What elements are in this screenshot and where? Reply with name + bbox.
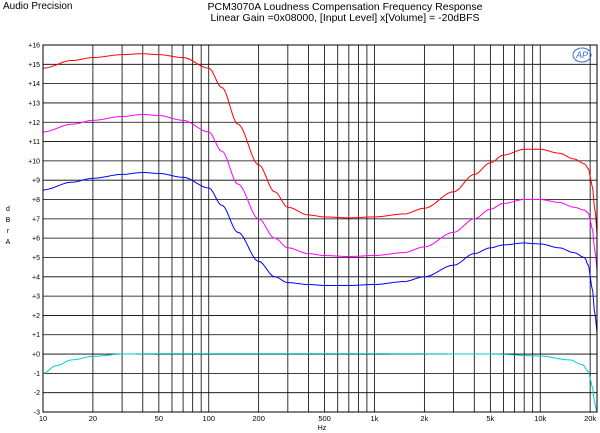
x-tick-labels: 10 20 50 100 200 500 1k 2k 5k 10k 20k xyxy=(39,414,597,423)
y-tick-label: +7 xyxy=(32,216,40,223)
x-tick-label: 5k xyxy=(486,414,494,423)
plot-frame xyxy=(42,44,598,413)
grid xyxy=(42,44,597,413)
y-axis-label-letter: r xyxy=(7,228,10,235)
y-tick-label: +1 xyxy=(32,332,40,339)
y-axis-label-letter: A xyxy=(6,239,11,246)
ap-logo-text: AP xyxy=(575,50,588,60)
x-tick-label: 20 xyxy=(89,414,97,423)
y-tick-label: +13 xyxy=(28,100,40,107)
x-tick-label: 10k xyxy=(534,414,546,423)
chart-subtitle: Linear Gain =0x08000, [Input Level] x[Vo… xyxy=(210,12,480,24)
y-tick-label: +10 xyxy=(28,158,40,165)
y-tick-label: +4 xyxy=(32,274,40,281)
y-tick-labels: +16 +15 +14 +13 +12 +11 +10 +9 +8 +7 +6 +5 +4 +3 +2 +1 +… xyxy=(28,43,40,417)
x-tick-label: 2k xyxy=(420,414,428,423)
x-tick-label: 10 xyxy=(39,414,47,423)
brand-label: Audio Precision xyxy=(3,1,73,12)
y-tick-label: +16 xyxy=(28,43,40,50)
y-tick-label: +2 xyxy=(32,313,40,320)
y-tick-label: +14 xyxy=(28,81,40,88)
series-line-1 xyxy=(42,53,598,235)
y-axis-label-letter: d xyxy=(6,206,10,213)
y-tick-label: +3 xyxy=(32,294,40,301)
y-tick-label: +6 xyxy=(32,236,40,243)
series-layer xyxy=(42,53,598,413)
series-line-4 xyxy=(42,353,598,413)
y-tick-label: +9 xyxy=(32,178,40,185)
y-tick-label: +12 xyxy=(28,120,40,127)
y-tick-label: -3 xyxy=(34,410,40,417)
chart-title: PCM3070A Loudness Compensation Frequency… xyxy=(207,1,483,13)
y-axis-label-letter: B xyxy=(6,217,11,224)
ap-logo-ring xyxy=(572,47,592,63)
y-tick-label: +11 xyxy=(29,139,40,146)
y-tick-label: -2 xyxy=(34,390,40,397)
x-tick-label: 500 xyxy=(318,414,331,423)
series-line-3 xyxy=(42,171,598,333)
x-tick-label: 50 xyxy=(155,414,163,423)
x-tick-label: 100 xyxy=(202,414,215,423)
x-tick-label: 1k xyxy=(371,414,379,423)
y-tick-label: +15 xyxy=(28,62,40,69)
x-tick-label: 200 xyxy=(252,414,265,423)
y-tick-label: +0 xyxy=(32,352,40,359)
y-tick-label: +8 xyxy=(32,197,40,204)
series-line-2 xyxy=(42,114,598,272)
y-tick-label: -1 xyxy=(34,371,40,378)
x-tick-label: 20k xyxy=(584,414,596,423)
ap-logo: AP xyxy=(572,47,592,63)
x-axis-label: Hz xyxy=(318,425,327,432)
y-tick-label: +5 xyxy=(32,255,40,262)
